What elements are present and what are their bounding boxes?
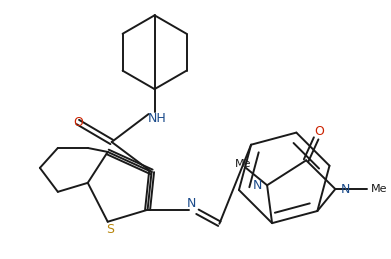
Text: Me: Me xyxy=(371,184,388,194)
Text: Me: Me xyxy=(235,159,251,169)
Text: N: N xyxy=(187,197,196,210)
Text: O: O xyxy=(73,116,83,128)
Text: NH: NH xyxy=(148,112,167,125)
Text: N: N xyxy=(253,179,262,192)
Text: O: O xyxy=(314,125,324,138)
Text: N: N xyxy=(340,183,350,196)
Text: S: S xyxy=(106,223,114,236)
